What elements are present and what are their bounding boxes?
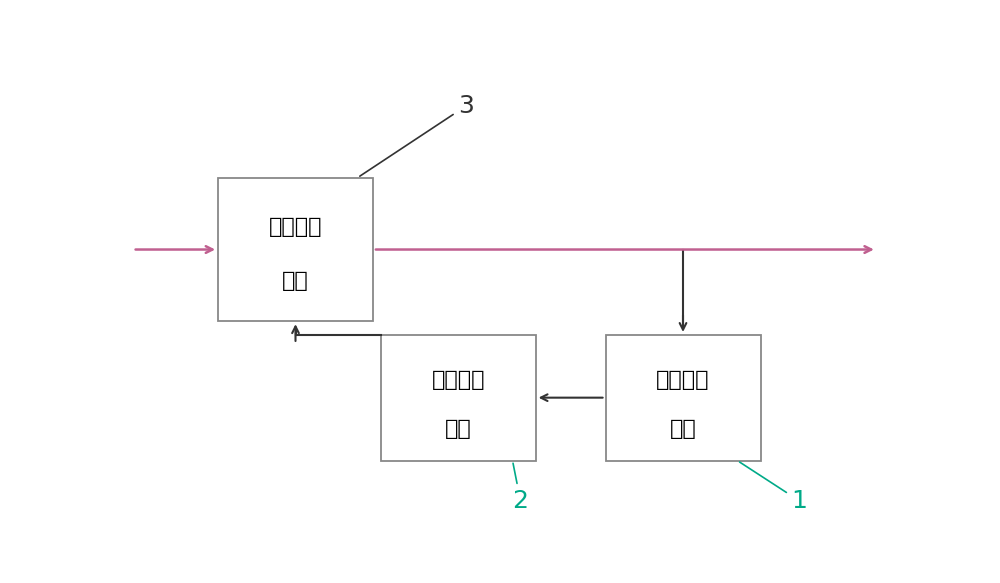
Bar bbox=[218, 178, 373, 321]
Bar bbox=[381, 335, 536, 461]
Text: 1: 1 bbox=[740, 462, 807, 513]
Text: 2: 2 bbox=[512, 463, 528, 513]
Text: 单元: 单元 bbox=[282, 271, 309, 291]
Text: 误差探测: 误差探测 bbox=[656, 370, 710, 389]
Text: 单元: 单元 bbox=[445, 419, 472, 439]
Text: 误差补偿: 误差补偿 bbox=[269, 217, 322, 237]
Text: 单元: 单元 bbox=[670, 419, 696, 439]
Text: 3: 3 bbox=[360, 94, 474, 176]
Bar bbox=[606, 335, 761, 461]
Text: 信号处理: 信号处理 bbox=[432, 370, 485, 389]
